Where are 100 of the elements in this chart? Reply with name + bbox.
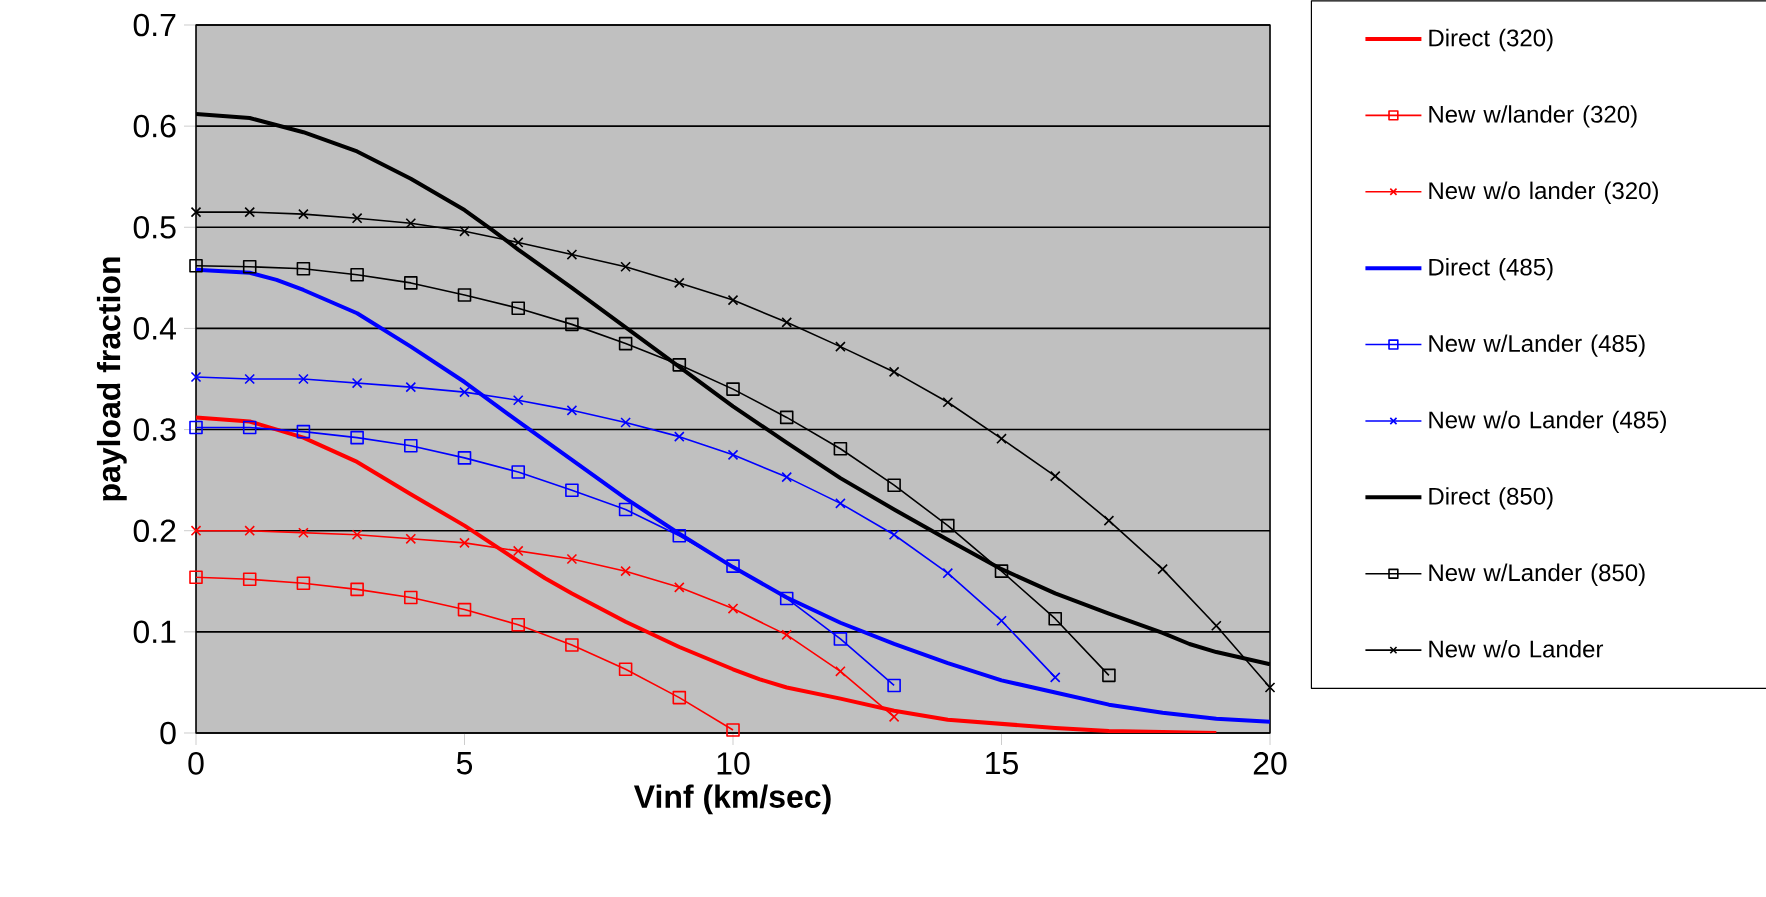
legend-label: New w/Lander (485) <box>1429 334 1645 357</box>
legend-label: New w/o Lander <box>1429 639 1604 658</box>
point <box>833 632 848 646</box>
y-tick-label: 0.7 <box>133 13 176 37</box>
point <box>672 690 687 705</box>
point <box>1048 611 1063 626</box>
point <box>350 582 364 597</box>
point <box>1157 563 1168 575</box>
point <box>298 208 309 220</box>
point <box>566 249 578 260</box>
point <box>244 373 256 385</box>
point <box>941 518 955 533</box>
point <box>404 438 418 453</box>
y-tick-label: 0.2 <box>133 519 176 543</box>
point <box>244 206 256 218</box>
point <box>351 377 363 389</box>
y-tick-label: 0.3 <box>133 418 176 441</box>
point <box>405 533 417 545</box>
point <box>189 420 203 435</box>
point <box>888 366 900 378</box>
point <box>511 465 526 479</box>
point <box>781 471 793 483</box>
legend-label: Direct (485) <box>1429 258 1553 281</box>
point <box>190 525 202 537</box>
point <box>620 417 631 428</box>
point <box>781 629 793 641</box>
point <box>835 498 846 509</box>
point <box>618 336 633 351</box>
point <box>298 527 309 539</box>
point <box>994 564 1009 578</box>
point <box>727 603 739 614</box>
point <box>833 441 848 456</box>
point <box>781 317 793 328</box>
point <box>620 565 631 577</box>
y-tick-label: 0 <box>160 721 176 745</box>
point <box>726 382 740 396</box>
point <box>298 373 309 385</box>
legend-label: New w/lander (320) <box>1429 105 1637 128</box>
point <box>942 567 954 579</box>
point <box>511 301 526 315</box>
x-tick-label: 20 <box>1253 752 1287 775</box>
point <box>779 591 794 606</box>
point <box>835 341 846 352</box>
legend-label: New w/Lander (850) <box>1429 563 1645 586</box>
legend-label: New w/o lander (320) <box>1429 181 1658 204</box>
legend-label: Direct (850) <box>1429 487 1553 510</box>
x-axis-title: Vinf (km/sec) <box>633 784 831 815</box>
point <box>888 711 900 723</box>
point <box>296 261 311 276</box>
point <box>190 206 202 218</box>
point <box>887 478 901 492</box>
point <box>1102 668 1116 683</box>
point <box>405 217 417 229</box>
x-tick-label: 10 <box>717 752 750 775</box>
point <box>996 433 1007 444</box>
point <box>996 615 1007 627</box>
y-axis-title: payload fraction <box>96 257 127 501</box>
point <box>727 449 739 461</box>
point <box>404 276 418 290</box>
point <box>565 483 579 498</box>
point <box>1049 470 1061 482</box>
point <box>779 410 794 425</box>
point <box>350 268 364 282</box>
point <box>512 237 524 248</box>
point <box>512 545 524 557</box>
point <box>459 386 470 398</box>
y-tick-label: 0.4 <box>133 317 176 340</box>
point <box>459 537 470 549</box>
point <box>242 572 257 587</box>
x-tick-label: 0 <box>188 752 204 775</box>
point <box>1049 672 1061 683</box>
point <box>673 431 685 442</box>
point <box>457 288 472 302</box>
point <box>726 723 740 737</box>
point <box>887 678 901 693</box>
legend-label: New w/o Lander (485) <box>1429 410 1666 434</box>
point <box>942 396 954 408</box>
x-tick-label: 15 <box>986 752 1018 775</box>
point <box>511 617 526 632</box>
point <box>459 226 470 237</box>
point <box>351 529 363 541</box>
point <box>1264 682 1276 693</box>
point <box>190 371 202 383</box>
point <box>457 451 472 465</box>
point <box>351 212 363 224</box>
point <box>888 529 900 541</box>
point <box>1210 620 1222 632</box>
point <box>189 570 203 585</box>
point <box>565 638 579 652</box>
y-tick-label: 0.5 <box>133 215 176 239</box>
point <box>672 358 687 372</box>
y-tick-label: 0.1 <box>133 620 176 644</box>
point <box>566 405 578 416</box>
point <box>620 261 631 273</box>
legend-label: Direct (320) <box>1429 28 1553 52</box>
y-tick-label: 0.6 <box>133 114 176 138</box>
point <box>457 602 472 617</box>
point <box>673 582 685 593</box>
point <box>242 259 257 274</box>
point <box>1103 515 1115 526</box>
